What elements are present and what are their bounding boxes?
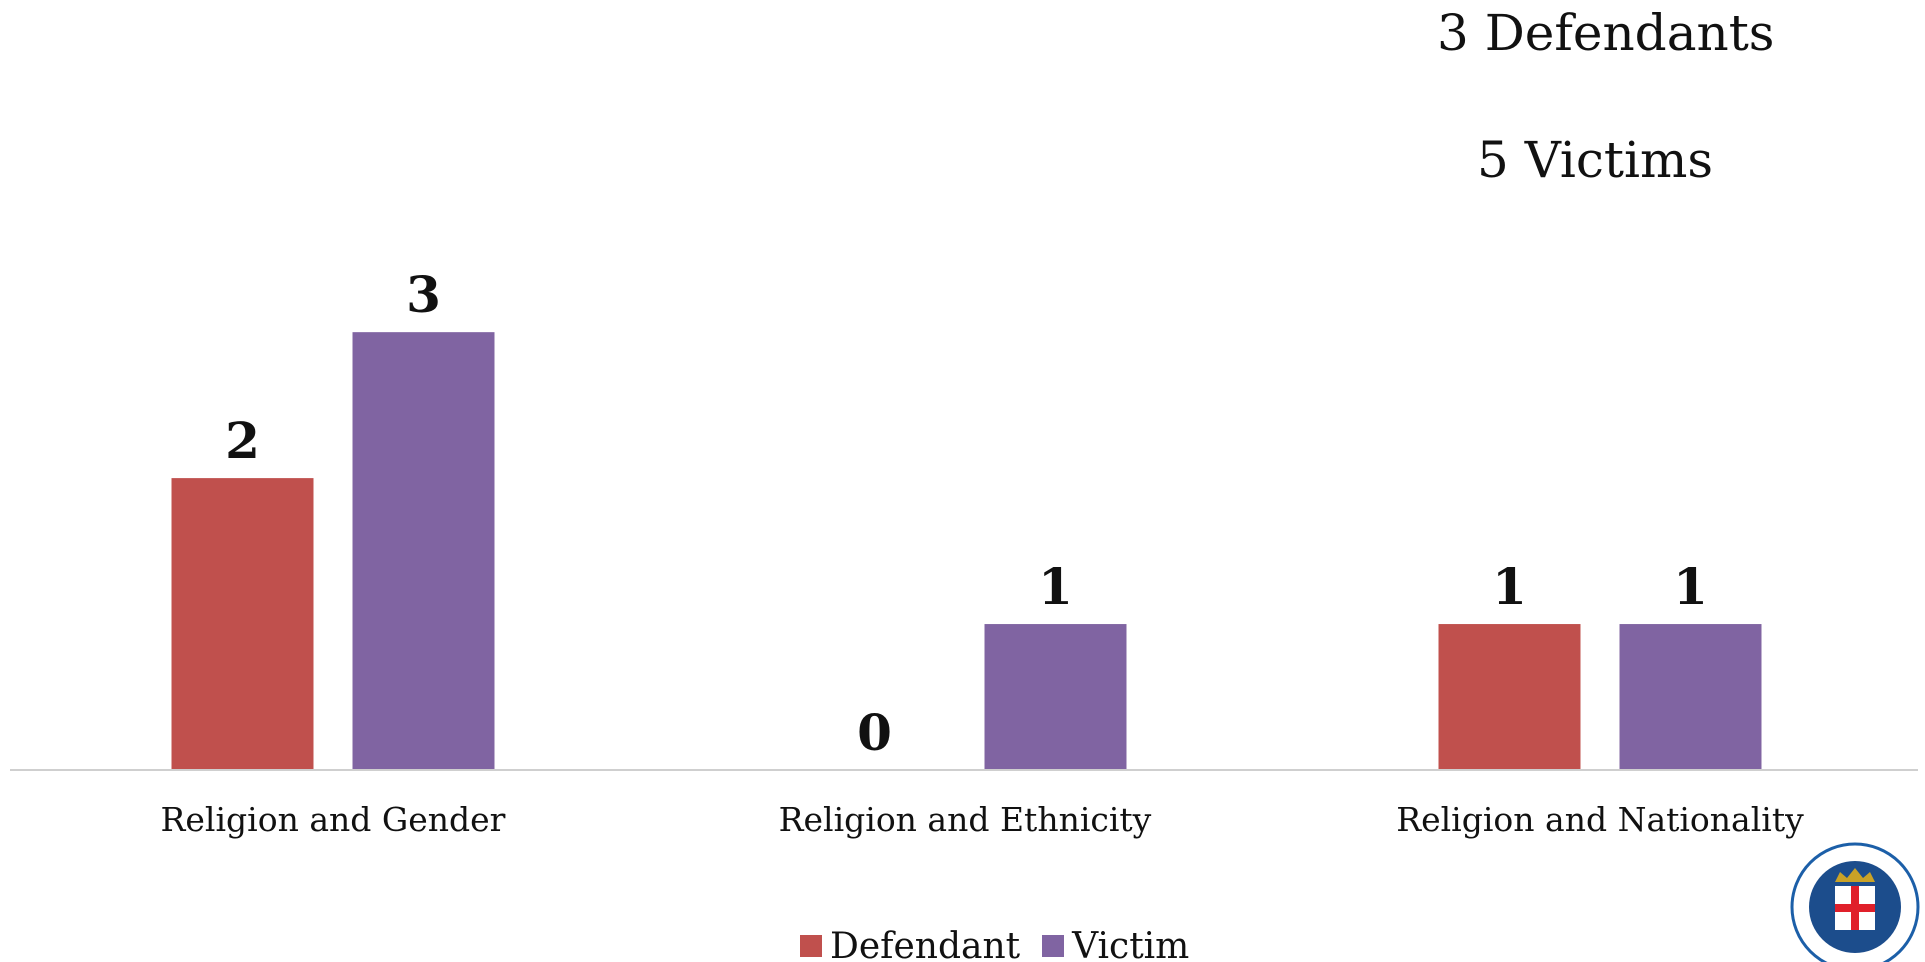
- legend-label-victim: Victim: [1072, 925, 1190, 962]
- x-tick-label-religion-and-gender: Religion and Gender: [161, 800, 506, 839]
- bar-defendant-religion-and-nationality: [1438, 624, 1581, 770]
- x-tick-label-religion-and-nationality: Religion and Nationality: [1396, 800, 1804, 839]
- legend-swatch-defendant: [800, 935, 822, 957]
- x-tick-label-religion-and-ethnicity: Religion and Ethnicity: [779, 800, 1152, 839]
- legend-item-defendant: Defendant: [800, 926, 1020, 962]
- prosecutor-office-seal-icon: [1790, 842, 1920, 962]
- bar-victim-religion-and-nationality: [1619, 624, 1762, 770]
- chart-legend: Defendant Victim: [800, 926, 1189, 962]
- data-label-victim-religion-and-nationality: 1: [1673, 557, 1708, 616]
- data-label-victim-religion-and-ethnicity: 1: [1038, 557, 1073, 616]
- bar-victim-religion-and-ethnicity: [984, 624, 1127, 770]
- data-label-defendant-religion-and-nationality: 1: [1492, 557, 1527, 616]
- bar-defendant-religion-and-gender: [171, 478, 314, 770]
- bar-victim-religion-and-gender: [352, 332, 495, 770]
- legend-item-victim: Victim: [1042, 926, 1189, 962]
- victims-total: 5 Victims: [1477, 131, 1714, 189]
- legend-label-defendant: Defendant: [830, 925, 1021, 962]
- defendants-total: 3 Defendants: [1437, 4, 1775, 62]
- legend-swatch-victim: [1042, 935, 1065, 957]
- data-label-defendant-religion-and-gender: 2: [225, 411, 260, 470]
- data-label-victim-religion-and-gender: 3: [406, 265, 441, 324]
- data-label-defendant-religion-and-ethnicity: 0: [857, 703, 892, 762]
